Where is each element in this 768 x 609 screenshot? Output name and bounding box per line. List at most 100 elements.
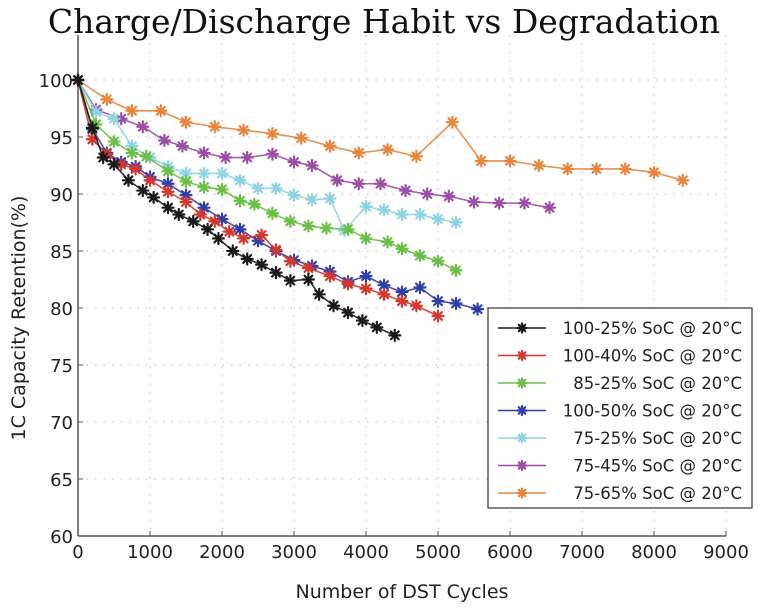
series-4 (71, 73, 463, 238)
data-point (283, 214, 297, 228)
data-point (154, 104, 168, 118)
data-point (431, 254, 445, 268)
data-point (197, 166, 211, 181)
data-point (222, 225, 236, 239)
data-point (107, 157, 121, 171)
x-tick-label: 5000 (415, 542, 461, 563)
series-line (77, 79, 684, 182)
legend: 100-25% SoC @ 20°C 100-40% SoC @ 20°C 85-2… (487, 307, 753, 509)
data-point (359, 282, 373, 296)
data-point (265, 147, 279, 161)
data-point (237, 123, 251, 137)
y-tick-label: 90 (50, 185, 73, 206)
data-point (381, 235, 395, 249)
data-point (139, 149, 153, 163)
data-point (377, 203, 391, 217)
data-point (287, 155, 301, 169)
data-point (179, 174, 193, 189)
chart-title: Charge/Discharge Habit vs Degradation (47, 2, 721, 41)
data-point (330, 173, 344, 187)
y-tick-label: 95 (50, 128, 73, 149)
data-point (323, 139, 337, 153)
data-point (327, 299, 341, 313)
data-point (467, 195, 481, 209)
y-tick-label: 60 (50, 527, 73, 548)
data-point (341, 277, 355, 291)
series-6 (71, 73, 690, 187)
legend-label: 75-25% SoC @ 20°C (573, 429, 742, 448)
data-point (147, 190, 161, 205)
data-point (283, 254, 297, 268)
y-tick-label: 70 (50, 413, 73, 434)
data-point (647, 165, 661, 179)
legend-label: 100-50% SoC @ 20°C (563, 402, 742, 421)
data-point (301, 261, 315, 275)
y-tick-label: 80 (50, 299, 73, 320)
data-point (179, 115, 193, 129)
data-point (255, 258, 269, 272)
legend-item: 100-25% SoC @ 20°C (498, 319, 742, 338)
data-point (219, 150, 233, 165)
data-point (269, 266, 283, 280)
data-point (237, 231, 251, 246)
y-axis-label: 1C Capacity Retention(%) (8, 196, 30, 441)
x-tick-label: 3000 (271, 542, 317, 563)
x-axis-label: Number of DST Cycles (296, 581, 509, 603)
data-point (589, 162, 604, 176)
data-point (179, 195, 193, 209)
data-point (251, 181, 265, 195)
data-point (125, 139, 139, 153)
data-point (319, 221, 333, 235)
legend-label: 75-45% SoC @ 20°C (573, 457, 742, 476)
data-point (516, 349, 528, 362)
legend-item: 75-25% SoC @ 20°C (498, 429, 742, 448)
series-line (77, 79, 550, 209)
data-point (431, 309, 445, 323)
data-point (395, 207, 409, 222)
data-point (269, 181, 283, 195)
data-point (352, 177, 366, 191)
data-point (516, 432, 528, 444)
data-point (215, 166, 229, 181)
data-point (355, 313, 369, 328)
data-point (233, 173, 247, 187)
data-point (107, 134, 121, 149)
data-point (516, 377, 528, 389)
legend-label: 75-65% SoC @ 20°C (573, 484, 742, 503)
legend-label: 100-25% SoC @ 20°C (563, 319, 742, 338)
legend-box (487, 307, 753, 509)
data-point (517, 196, 532, 210)
data-point (107, 112, 121, 126)
legend-item: 100-50% SoC @ 20°C (498, 402, 742, 421)
data-point (341, 222, 355, 236)
data-point (492, 196, 506, 210)
data-point (172, 207, 186, 222)
data-point (420, 187, 434, 201)
data-point (125, 104, 139, 118)
data-point (409, 149, 423, 163)
legend-item: 85-25% SoC @ 20°C (498, 374, 742, 393)
data-point (161, 185, 175, 199)
data-point (381, 142, 395, 157)
y-tick-label: 85 (50, 242, 73, 263)
data-point (532, 158, 546, 173)
axes: 0 1000 2000 3000 4000 5000 6000 7000 8000 9000 60 6… (39, 35, 749, 563)
data-point (294, 131, 308, 145)
data-point (474, 154, 488, 168)
x-tick-label: 7000 (559, 542, 605, 563)
x-tick-label: 6000 (487, 542, 533, 563)
data-point (265, 206, 279, 220)
data-point (676, 173, 690, 187)
data-point (71, 73, 85, 87)
legend-item: 100-40% SoC @ 20°C (498, 347, 742, 366)
data-point (377, 278, 391, 292)
data-point (305, 158, 319, 173)
data-point (413, 248, 427, 263)
x-tick-label: 0 (72, 542, 83, 563)
data-point (197, 180, 211, 194)
data-point (265, 126, 279, 141)
x-tick-label: 9000 (703, 542, 749, 563)
data-point (211, 231, 225, 246)
data-point (399, 183, 413, 198)
